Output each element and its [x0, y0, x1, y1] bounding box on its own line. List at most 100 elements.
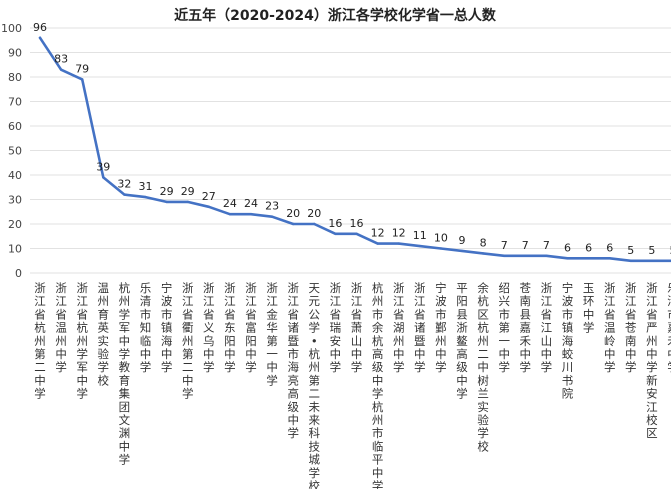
y-tick-label: 20 [8, 218, 22, 231]
y-tick-label: 60 [8, 120, 22, 133]
data-label: 20 [286, 207, 300, 220]
data-point [398, 242, 400, 244]
data-label: 16 [350, 217, 364, 230]
data-point [39, 37, 41, 39]
x-tick-label: 浙江省温州中学 [55, 281, 67, 374]
x-tick-label: 宁波市镇海蛟川书院 [562, 281, 574, 401]
data-label: 7 [501, 239, 508, 252]
data-point [102, 176, 104, 178]
data-label: 8 [480, 236, 487, 249]
y-tick-label: 70 [8, 96, 22, 109]
data-point [440, 247, 442, 249]
data-point [187, 201, 189, 203]
data-label: 96 [33, 21, 47, 34]
x-tick-label: 乐清市知临中学 [140, 281, 152, 374]
data-label: 32 [117, 178, 131, 191]
x-tick-label: 宁波市鄞州中学 [435, 281, 447, 374]
data-label: 23 [265, 200, 279, 213]
data-label: 12 [371, 227, 385, 240]
data-label: 79 [75, 62, 89, 75]
data-label: 6 [564, 241, 571, 254]
data-point [208, 206, 210, 208]
x-tick-label: 余杭区杭州二中树兰实验学校 [477, 281, 489, 453]
x-tick-label: 玉环中学 [583, 281, 595, 335]
y-tick-label: 0 [15, 267, 22, 280]
y-tick-label: 100 [1, 22, 22, 35]
data-label: 27 [202, 190, 216, 203]
x-tick-label: 浙江省义乌中学 [203, 281, 215, 374]
data-point [165, 201, 167, 203]
x-tick-label: 浙江省诸暨市海亮高级中学 [287, 281, 299, 440]
chart-title: 近五年（2020-2024）浙江各学校化学省一总人数 [174, 7, 497, 24]
x-tick-label: 浙江省江山中学 [541, 281, 553, 374]
data-label: 24 [223, 197, 237, 210]
y-tick-label: 30 [8, 194, 22, 207]
y-tick-label: 10 [8, 243, 22, 256]
x-tick-label: 浙江省瑞安中学 [330, 281, 342, 374]
data-label: 9 [459, 234, 466, 247]
data-point [503, 255, 505, 257]
data-point [651, 260, 653, 262]
x-tick-label: 浙江省杭州学军中学 [76, 281, 88, 401]
data-point [482, 252, 484, 254]
data-point [609, 257, 611, 259]
data-label: 20 [307, 207, 321, 220]
data-label: 24 [244, 197, 258, 210]
data-label: 6 [606, 241, 613, 254]
x-tick-label: 天元公学•杭州第二未来科技城学校 [309, 281, 321, 489]
y-tick-label: 40 [8, 169, 22, 182]
x-axis: 浙江省杭州第二中学浙江省温州中学浙江省杭州学军中学温州育英实验学校杭州学军中学教… [34, 281, 671, 489]
x-tick-label: 浙江省东阳中学 [224, 281, 236, 374]
data-point [313, 223, 315, 225]
data-label: 5 [627, 244, 634, 257]
data-point [271, 215, 273, 217]
data-point [123, 193, 125, 195]
gridlines [30, 28, 671, 273]
x-tick-label: 宁波市镇海中学 [161, 281, 173, 374]
data-label: 7 [543, 239, 550, 252]
data-point [461, 250, 463, 252]
x-tick-label: 浙江省苍南中学 [625, 281, 637, 374]
x-tick-label: 杭州学军中学教育集团文渊中学 [119, 281, 131, 467]
x-tick-label: 浙江省温岭中学 [604, 281, 616, 374]
data-point [566, 257, 568, 259]
y-tick-label: 80 [8, 71, 22, 84]
x-tick-label: 浙江省富阳中学 [245, 281, 257, 374]
data-point [630, 260, 632, 262]
x-tick-label: 浙江金华第一中学 [266, 281, 278, 387]
data-label: 29 [181, 185, 195, 198]
x-tick-label: 浙江省杭州第二中学 [34, 281, 46, 401]
data-point [144, 196, 146, 198]
x-tick-label: 平阳县浙鳌高级中学 [456, 281, 468, 401]
data-point [292, 223, 294, 225]
x-tick-label: 浙江省诸暨中学 [414, 281, 426, 374]
data-label: 12 [392, 227, 406, 240]
data-label: 83 [54, 53, 68, 66]
x-tick-label: 浙江省湖州中学 [393, 281, 405, 374]
data-label: 16 [328, 217, 342, 230]
x-tick-label: 浙江省严州中学新安江校区 [646, 281, 658, 440]
data-label: 39 [96, 160, 110, 173]
data-label: 10 [434, 232, 448, 245]
data-label: 6 [585, 241, 592, 254]
data-point [524, 255, 526, 257]
x-tick-label: 浙江省萧山中学 [351, 281, 363, 374]
data-point [587, 257, 589, 259]
data-point [355, 233, 357, 235]
y-tick-label: 90 [8, 47, 22, 60]
data-point [229, 213, 231, 215]
data-label: 7 [522, 239, 529, 252]
x-tick-label: 苍南县嘉禾中学 [520, 281, 532, 374]
data-label: 5 [648, 244, 655, 257]
y-tick-label: 50 [8, 145, 22, 158]
x-tick-label: 杭州市余杭高级中学杭州市临平中学 [372, 281, 384, 489]
x-tick-label: 绍兴市第一中学 [498, 281, 510, 374]
x-tick-label: 浙江省衢州第二中学 [182, 281, 194, 401]
data-point [250, 213, 252, 215]
data-point [81, 78, 83, 80]
data-label: 29 [160, 185, 174, 198]
x-tick-label: 乐清市嘉禾中学 [667, 281, 671, 374]
data-point [334, 233, 336, 235]
